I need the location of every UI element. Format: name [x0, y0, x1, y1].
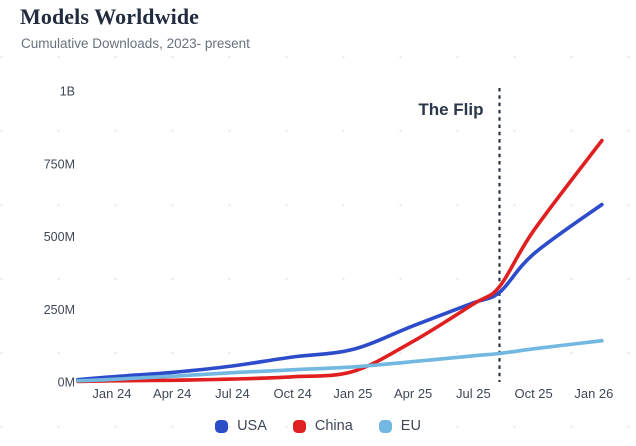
y-tick-label-1b: 1B	[60, 85, 75, 99]
series-line-eu	[76, 338, 604, 383]
x-tick-label-jul-25: Jul 25	[456, 386, 491, 401]
series-line-usa	[76, 202, 604, 382]
x-tick-label-apr-24: Apr 24	[153, 386, 191, 401]
chart-title: Models Worldwide	[20, 4, 200, 29]
legend-item-eu[interactable]: EU	[378, 418, 421, 434]
y-tick-label-750m: 750M	[44, 157, 75, 171]
y-tick-label-250m: 250M	[44, 303, 75, 317]
legend-label-china: China	[314, 418, 353, 434]
y-tick-label-500m: 500M	[44, 230, 75, 244]
x-tick-label-apr-25: Apr 25	[394, 386, 432, 401]
x-tick-label-jan-24: Jan 24	[92, 386, 131, 401]
china-series-swatch-icon	[292, 419, 306, 433]
usa-series-swatch-icon	[215, 419, 229, 433]
x-tick-label-jul-24: Jul 24	[215, 386, 250, 401]
legend-item-usa[interactable]: USA	[215, 418, 267, 434]
eu-series-swatch-icon	[378, 419, 392, 433]
x-tick-label-oct-25: Oct 25	[514, 386, 552, 401]
flip-annotation-label: The Flip	[418, 100, 483, 119]
legend-label-eu: EU	[400, 418, 421, 434]
chart-subtitle: Cumulative Downloads, 2023- present	[21, 36, 250, 51]
legend-item-china[interactable]: China	[292, 418, 353, 434]
y-tick-label-0m: 0M	[58, 376, 75, 390]
series-line-china	[76, 138, 604, 384]
x-tick-label-jan-25: Jan 25	[333, 386, 372, 401]
legend-label-usa: USA	[237, 418, 267, 434]
x-tick-label-oct-24: Oct 24	[274, 386, 312, 401]
chart-legend: USA China EU	[0, 418, 636, 434]
x-tick-label-jan-26: Jan 26	[574, 386, 613, 401]
